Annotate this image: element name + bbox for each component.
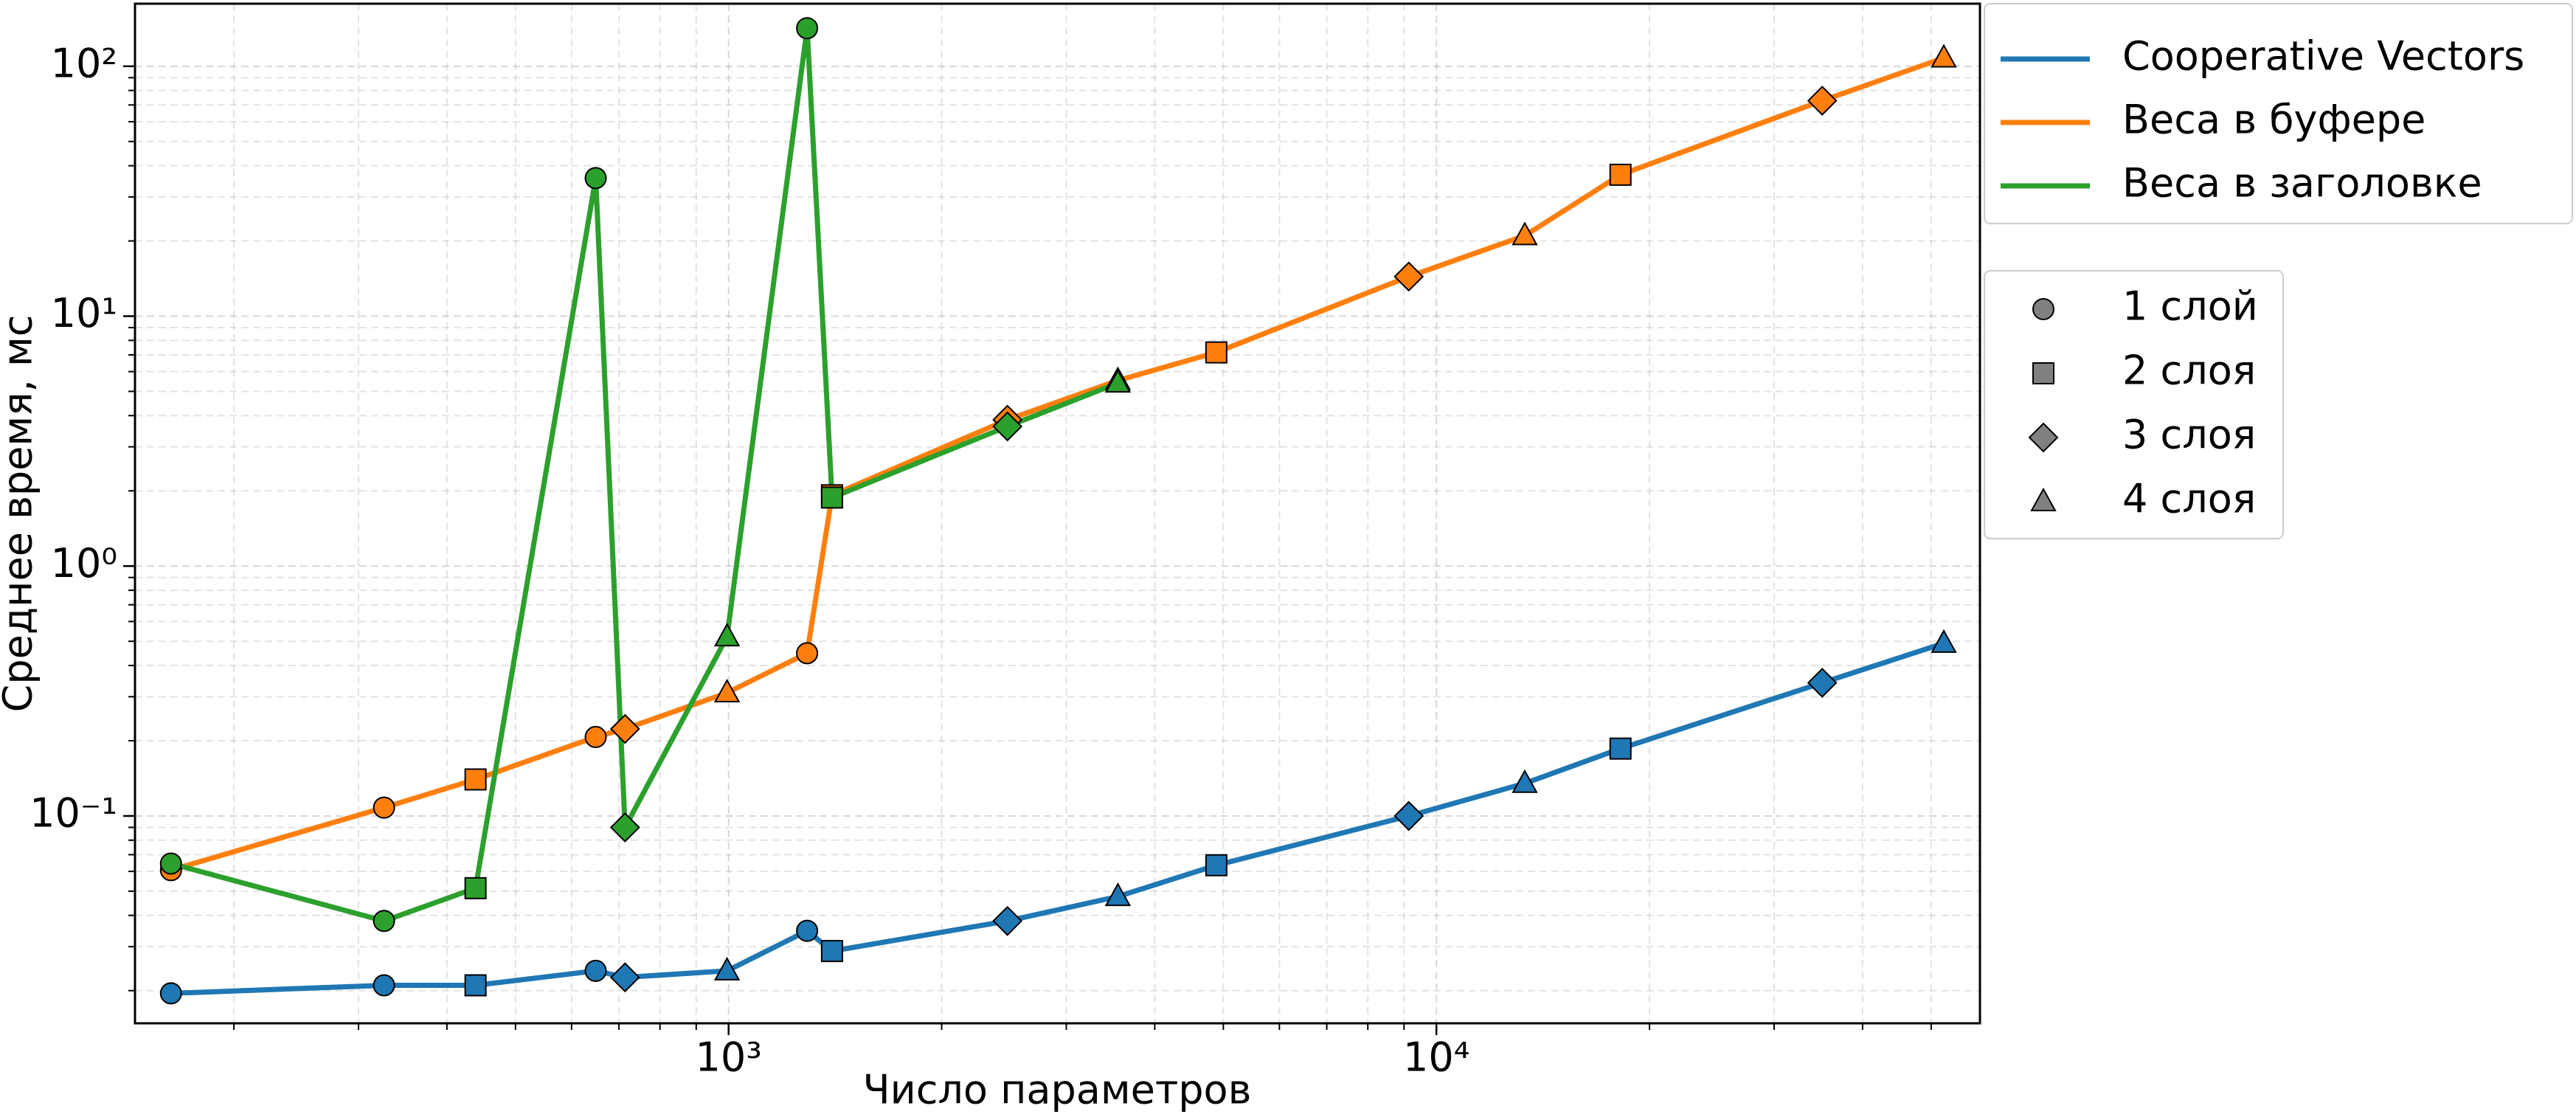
data-point bbox=[464, 768, 487, 791]
data-point bbox=[1931, 44, 1957, 68]
legend-box bbox=[1984, 3, 2573, 224]
y-axis-label: Среднее время, мс bbox=[0, 315, 41, 713]
y-tick-label: 10² bbox=[51, 40, 117, 86]
data-point bbox=[1807, 86, 1838, 116]
series-line bbox=[170, 55, 1945, 873]
legend-label: 3 слоя bbox=[2122, 412, 2256, 458]
data-point bbox=[1393, 261, 1424, 292]
data-point bbox=[1393, 800, 1424, 831]
data-point bbox=[373, 974, 395, 997]
data-point bbox=[464, 876, 487, 899]
legend-box bbox=[1984, 270, 2284, 539]
data-point bbox=[713, 623, 741, 647]
y-tick-label: 10⁻¹ bbox=[30, 790, 117, 837]
data-point bbox=[820, 940, 843, 963]
data-point bbox=[1807, 668, 1838, 698]
series-line bbox=[170, 640, 1945, 996]
data-point bbox=[609, 713, 640, 744]
legend-marker bbox=[2030, 487, 2057, 511]
data-point bbox=[796, 642, 819, 665]
data-point bbox=[713, 956, 741, 981]
y-tick-label: 10¹ bbox=[51, 290, 117, 336]
data-point bbox=[1931, 629, 1957, 653]
x-axis-label: Число параметров bbox=[863, 1067, 1252, 1113]
legend-label: 1 слой bbox=[2122, 283, 2258, 330]
data-point bbox=[992, 905, 1023, 936]
data-point bbox=[373, 796, 395, 819]
data-point bbox=[1205, 341, 1228, 364]
data-point bbox=[992, 411, 1023, 442]
data-point bbox=[1512, 221, 1538, 246]
data-point bbox=[584, 167, 607, 190]
data-point bbox=[159, 982, 182, 1005]
data-point bbox=[159, 852, 182, 875]
data-point bbox=[373, 910, 395, 933]
data-point bbox=[1609, 163, 1632, 186]
legend-marker bbox=[2028, 422, 2059, 453]
data-point bbox=[820, 486, 843, 509]
legend-marker bbox=[2032, 362, 2054, 384]
legend-label: 2 слоя bbox=[2122, 347, 2256, 394]
data-point bbox=[609, 812, 640, 843]
legend-marker bbox=[2032, 298, 2054, 320]
data-point bbox=[584, 959, 607, 982]
data-point bbox=[584, 725, 607, 748]
legend-label: Cooperative Vectors bbox=[2122, 33, 2524, 80]
series-line bbox=[170, 25, 1119, 924]
y-tick-label: 10⁰ bbox=[51, 540, 117, 587]
data-point bbox=[1104, 882, 1132, 907]
data-point bbox=[1104, 369, 1132, 393]
x-tick-label: 10³ bbox=[695, 1034, 761, 1081]
data-point bbox=[609, 962, 640, 993]
legend-label: Веса в буфере bbox=[2122, 97, 2426, 143]
data-point bbox=[796, 919, 819, 942]
data-point bbox=[713, 678, 741, 703]
legend-label: 4 слоя bbox=[2122, 476, 2256, 522]
data-point bbox=[1609, 737, 1632, 760]
legend-label: Веса в заголовке bbox=[2122, 160, 2482, 207]
plot-frame bbox=[134, 2, 1981, 1025]
data-point bbox=[464, 974, 487, 997]
data-point bbox=[1512, 769, 1538, 793]
data-point bbox=[796, 17, 819, 40]
x-tick-label: 10⁴ bbox=[1403, 1034, 1469, 1081]
data-point bbox=[1205, 854, 1228, 876]
